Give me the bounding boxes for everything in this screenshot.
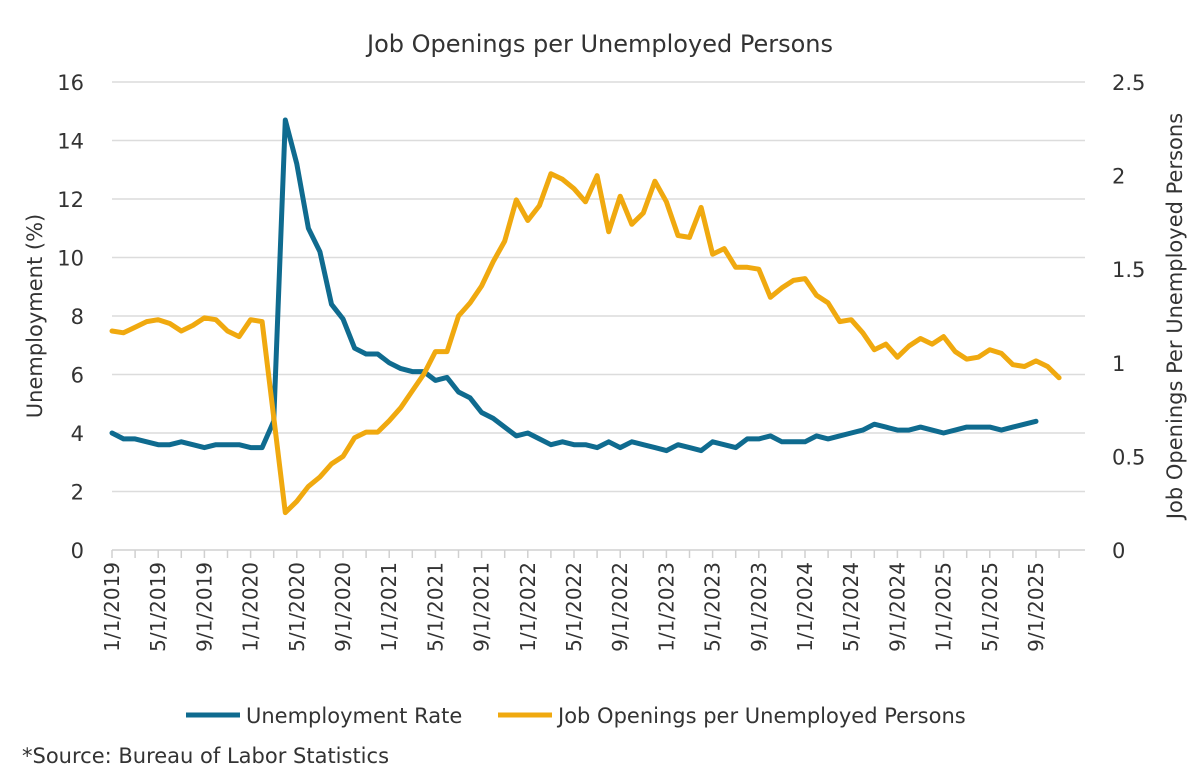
series-line-job-openings-per-unemployed	[109, 171, 1062, 516]
x-tick-label: 5/1/2020	[285, 562, 309, 652]
legend-label-openings: Job Openings per Unemployed Persons	[556, 704, 966, 728]
x-tick-label: 1/1/2020	[239, 562, 263, 652]
x-tick-label: 5/1/2023	[701, 562, 725, 652]
legend: Unemployment Rate Job Openings per Unemp…	[186, 704, 966, 728]
source-note: *Source: Bureau of Labor Statistics	[22, 744, 390, 768]
x-tick-label: 5/1/2022	[562, 562, 586, 652]
x-tick-label: 5/1/2024	[839, 562, 863, 652]
y2-tick-label: 0	[1112, 539, 1125, 563]
y-tick-label: 16	[57, 71, 84, 95]
x-tick-label: 9/1/2024	[885, 562, 909, 652]
y-tick-label: 8	[71, 305, 84, 329]
x-tick-label: 1/1/2019	[100, 562, 124, 652]
y-tick-label: 12	[57, 188, 84, 212]
x-tick-label: 5/1/2021	[423, 562, 447, 652]
x-tick-label: 1/1/2022	[516, 562, 540, 652]
x-tick-label: 9/1/2023	[747, 562, 771, 652]
y2-axis-label: Job Openings Per Unemployed Persons	[1163, 113, 1187, 521]
x-tick-label: 5/1/2019	[146, 562, 170, 652]
x-tick-label: 1/1/2021	[377, 562, 401, 652]
y2-tick-label: 1	[1112, 352, 1125, 376]
series-line-unemployment-rate	[109, 117, 1039, 454]
x-tick-label: 9/1/2019	[192, 562, 216, 652]
y2-tick-label: 2	[1112, 165, 1125, 189]
x-tick-label: 1/1/2024	[793, 562, 817, 652]
x-tick-label: 1/1/2023	[654, 562, 678, 652]
x-tick-label: 9/1/2022	[608, 562, 632, 652]
y-tick-label: 4	[71, 422, 84, 446]
y-tick-label: 10	[57, 247, 84, 271]
y-axis-label: Unemployment (%)	[23, 214, 47, 418]
y2-tick-label: 1.5	[1112, 258, 1145, 282]
x-tick-label: 5/1/2025	[978, 562, 1002, 652]
x-tick-label: 1/1/2025	[932, 562, 956, 652]
x-tick-label: 9/1/2025	[1024, 562, 1048, 652]
y-tick-label: 2	[71, 481, 84, 505]
y2-tick-label: 2.5	[1112, 71, 1145, 95]
x-tick-label: 9/1/2020	[331, 562, 355, 652]
y-tick-label: 6	[71, 364, 84, 388]
chart-title: Job Openings per Unemployed Persons	[365, 30, 833, 58]
y2-tick-label: 0.5	[1112, 445, 1145, 469]
y-tick-label: 14	[57, 130, 84, 154]
y-tick-label: 0	[71, 539, 84, 563]
legend-label-unemployment: Unemployment Rate	[246, 704, 462, 728]
x-tick-label: 9/1/2021	[470, 562, 494, 652]
